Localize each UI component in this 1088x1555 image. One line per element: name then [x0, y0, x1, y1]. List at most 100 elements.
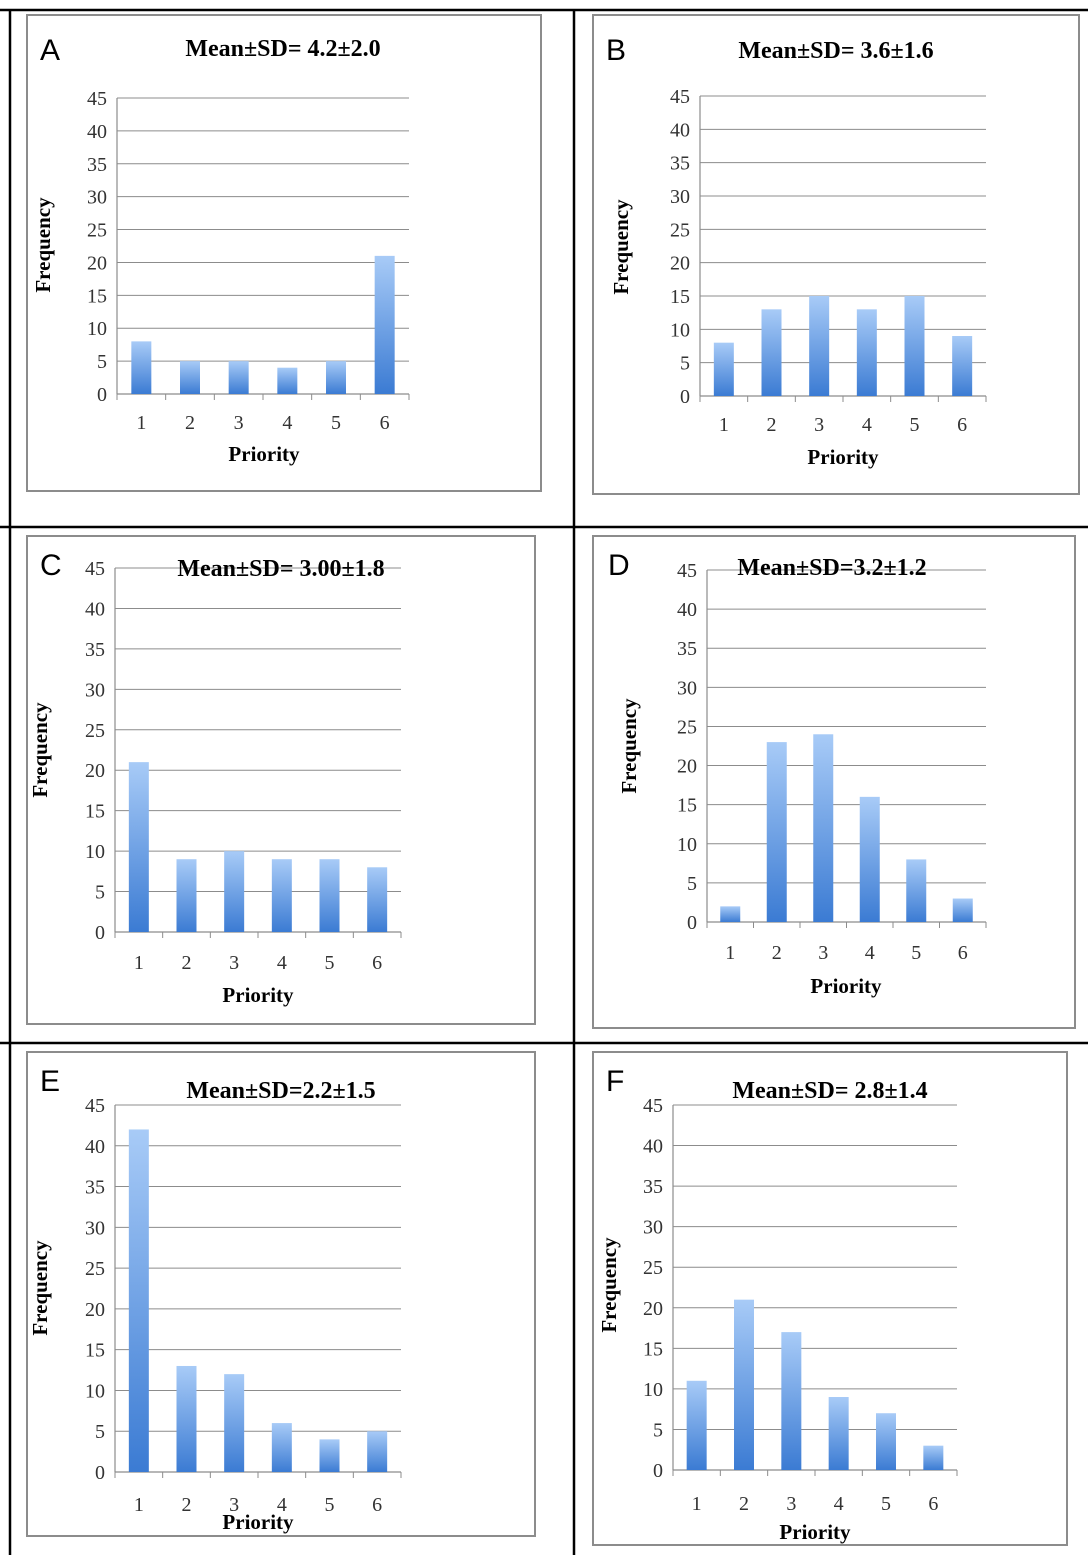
bar: [686, 1380, 707, 1470]
x-tick-label: 4: [834, 1493, 844, 1515]
y-tick-label: 45: [85, 1095, 105, 1117]
chart-title: Mean±SD= 3.6±1.6: [738, 38, 933, 64]
bar: [326, 361, 346, 394]
x-axis-label: Priority: [222, 983, 294, 1007]
y-tick-label: 35: [85, 639, 105, 661]
y-tick-label: 5: [687, 873, 697, 895]
y-tick-label: 25: [85, 720, 105, 742]
x-tick-label: 6: [957, 414, 967, 436]
panel-c: C 0 5 10 15 20 25 30 35 40 45 1 2 3 4 5 6 Mean±SD= 3.00±…: [0, 527, 574, 1043]
x-tick-label: 6: [372, 952, 382, 974]
bar: [828, 1397, 849, 1470]
x-tick-label: 2: [182, 952, 192, 974]
y-tick-label: 10: [85, 841, 105, 863]
x-tick-label: 4: [282, 412, 292, 434]
panel-letter: A: [40, 34, 61, 67]
y-tick-label: 45: [87, 88, 107, 110]
x-tick-label: 5: [911, 942, 921, 964]
x-axis-label: Priority: [810, 974, 882, 998]
x-tick-label: 2: [182, 1494, 192, 1516]
x-tick-label: 1: [719, 414, 729, 436]
x-axis-label: Priority: [807, 445, 879, 469]
x-tick-label: 4: [862, 414, 872, 436]
y-tick-label: 45: [670, 86, 690, 108]
bar: [271, 859, 292, 932]
x-tick-label: 6: [380, 412, 390, 434]
x-tick-label: 3: [229, 952, 239, 974]
x-tick-label: 5: [325, 1494, 335, 1516]
y-tick-label: 0: [680, 386, 690, 408]
x-tick-label: 2: [772, 942, 782, 964]
y-tick-label: 20: [643, 1298, 663, 1320]
y-tick-label: 5: [95, 1421, 105, 1443]
bar: [952, 336, 973, 396]
y-tick-label: 0: [95, 1462, 105, 1484]
bar: [809, 296, 830, 396]
chart-title: Mean±SD= 4.2±2.0: [185, 36, 380, 62]
panel-e: E 0 5 10 15 20 25 30 35 40 45 1 2 3 4 5 6 Mean±SD=2.2±1.…: [0, 1043, 574, 1555]
y-tick-label: 20: [87, 252, 107, 274]
bar: [859, 796, 880, 922]
bar: [319, 859, 340, 932]
y-tick-label: 35: [670, 153, 690, 175]
x-tick-label: 3: [786, 1493, 796, 1515]
y-tick-label: 25: [677, 716, 697, 738]
x-tick-label: 4: [865, 942, 875, 964]
x-tick-label: 3: [814, 414, 824, 436]
y-tick-label: 5: [97, 351, 107, 373]
x-tick-label: 4: [277, 1494, 287, 1516]
x-tick-label: 3: [229, 1494, 239, 1516]
x-tick-label: 1: [136, 412, 146, 434]
y-tick-label: 40: [85, 598, 105, 620]
bar: [228, 361, 249, 394]
x-tick-label: 2: [767, 414, 777, 436]
panel-letter: D: [608, 549, 630, 582]
y-tick-label: 25: [670, 219, 690, 241]
x-tick-label: 3: [818, 942, 828, 964]
y-tick-label: 5: [95, 882, 105, 904]
x-tick-label: 2: [739, 1493, 749, 1515]
bar: [131, 341, 152, 394]
y-tick-label: 20: [85, 760, 105, 782]
bar: [128, 1129, 149, 1472]
bar: [224, 1374, 245, 1472]
x-tick-label: 6: [958, 942, 968, 964]
y-tick-label: 40: [87, 121, 107, 143]
bar: [128, 762, 149, 932]
y-tick-label: 15: [670, 286, 690, 308]
y-tick-label: 40: [643, 1136, 663, 1158]
bar: [367, 1431, 388, 1472]
chart-frame: [592, 14, 1080, 495]
y-tick-label: 25: [85, 1258, 105, 1280]
x-tick-label: 1: [725, 942, 735, 964]
y-tick-label: 40: [85, 1136, 105, 1158]
y-tick-label: 20: [677, 756, 697, 778]
x-tick-label: 6: [928, 1493, 938, 1515]
chart-frame: [26, 535, 536, 1025]
y-tick-label: 15: [677, 795, 697, 817]
y-tick-label: 10: [670, 319, 690, 341]
y-tick-label: 0: [653, 1460, 663, 1482]
x-axis-label: Priority: [779, 1520, 851, 1544]
y-tick-label: 15: [85, 1340, 105, 1362]
bar: [906, 859, 927, 922]
y-tick-label: 0: [97, 384, 107, 406]
bar: [813, 734, 834, 922]
y-tick-label: 15: [85, 801, 105, 823]
x-tick-label: 5: [910, 414, 920, 436]
x-tick-label: 5: [325, 952, 335, 974]
bar: [224, 851, 245, 932]
bar: [277, 367, 298, 394]
bar: [271, 1423, 292, 1472]
y-tick-label: 30: [677, 677, 697, 699]
y-tick-label: 25: [643, 1257, 663, 1279]
bar: [176, 859, 197, 932]
panel-d: D 0 5 10 15 20 25 30 35 40 45 1 2 3 4 5 6 Mean±SD=3.2±1.…: [574, 527, 1088, 1043]
bar: [734, 1299, 754, 1470]
y-tick-label: 45: [85, 558, 105, 580]
bar: [952, 898, 973, 922]
x-tick-label: 5: [881, 1493, 891, 1515]
